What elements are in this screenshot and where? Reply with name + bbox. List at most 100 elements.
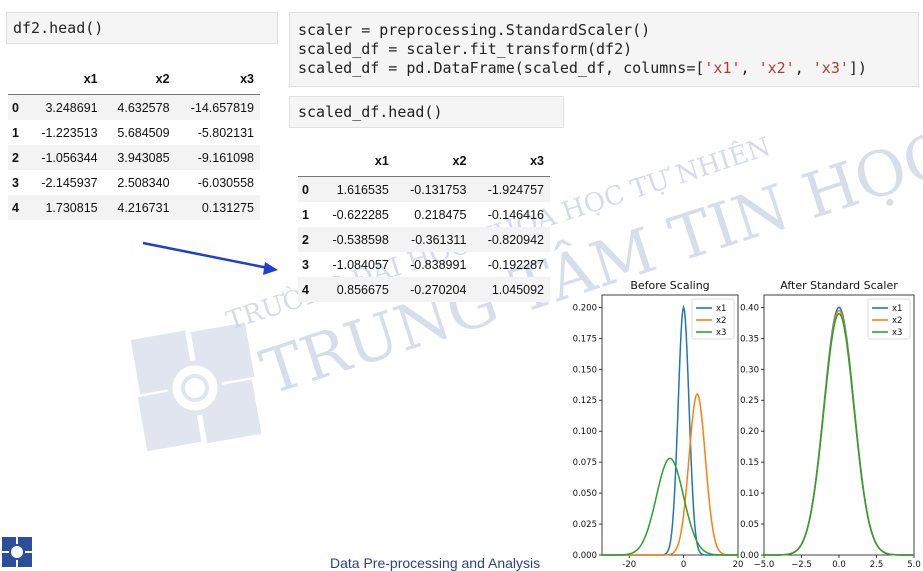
series-line-x2 — [602, 392, 738, 556]
x-tick-label: 0.0 — [832, 560, 846, 569]
table-cell: -0.538598 — [332, 232, 389, 247]
column-header: x1 — [27, 64, 104, 95]
y-tick-label: 0.40 — [740, 303, 759, 313]
table-cell: -1.223513 — [41, 125, 98, 140]
y-tick-label: 0.025 — [573, 520, 597, 530]
y-tick-label: 0.15 — [740, 458, 759, 468]
table-cell: 4.632578 — [117, 100, 170, 115]
y-tick-label: 0.20 — [740, 427, 759, 437]
y-tick-label: 0.05 — [740, 520, 759, 530]
table-row: 4 0.856675 -0.270204 1.045092 — [298, 277, 550, 302]
chart-before-scaling: Before Scaling 0.000 0.025 0.050 0.075 0.100 0… — [573, 279, 744, 569]
code-line: scaled_df = pd.DataFrame(scaled_df, colu… — [298, 59, 867, 77]
legend-label: x2 — [892, 316, 902, 326]
code-line: df2.head() — [13, 19, 104, 37]
legend-label: x3 — [716, 328, 726, 338]
x-tick-label: −5.0 — [754, 560, 775, 569]
series-line-x3 — [602, 457, 738, 556]
series-line-x2 — [764, 309, 914, 556]
row-index: 3 — [12, 175, 19, 190]
table-cell: 3.248691 — [45, 100, 98, 115]
y-tick-label: 0.25 — [740, 396, 759, 406]
index-header — [8, 64, 27, 95]
y-tick-label: 0.150 — [573, 365, 597, 375]
dataframe-original: x1 x2 x3 0 3.248691 4.632578 -14.657819 … — [8, 64, 260, 220]
table-cell: 0.218475 — [414, 207, 467, 222]
code-line: scaled_df.head() — [298, 103, 443, 121]
legend-box — [691, 298, 735, 340]
x-tick-label: 2.5 — [870, 560, 884, 569]
arrow-line — [142, 241, 269, 270]
y-tick-label: 0.125 — [573, 396, 597, 406]
table-cell: 1.045092 — [491, 282, 544, 297]
column-header: x3 — [472, 146, 550, 177]
table-cell: -1.924757 — [487, 182, 544, 197]
table-row: 3 -2.145937 2.508340 -6.030558 — [8, 170, 260, 195]
row-index: 4 — [302, 282, 309, 297]
column-header: x3 — [175, 64, 260, 95]
footer-title: Data Pre-processing and Analysis — [330, 555, 541, 571]
table-row: 4 1.730815 4.216731 0.131275 — [8, 195, 260, 220]
table-cell: 0.131275 — [201, 200, 254, 215]
table-row: 0 1.616535 -0.131753 -1.924757 — [298, 176, 550, 202]
table-cell: 3.943085 — [117, 150, 170, 165]
y-tick-label: 0.35 — [740, 334, 759, 344]
table-cell: 4.216731 — [117, 200, 170, 215]
column-header: x2 — [103, 64, 176, 95]
table-cell: -0.361311 — [411, 232, 467, 247]
institution-logo-icon — [2, 537, 32, 567]
table-cell: -0.192287 — [487, 257, 544, 272]
y-tick-label: 0.075 — [573, 458, 597, 468]
table-header-row: x1 x2 x3 — [8, 64, 260, 95]
table-row: 0 3.248691 4.632578 -14.657819 — [8, 94, 260, 120]
table-cell: -0.270204 — [410, 282, 467, 297]
series-line-x1 — [602, 304, 738, 556]
legend-label: x1 — [716, 304, 726, 314]
code-cell-scaled-head[interactable]: scaled_df.head() — [289, 96, 564, 128]
table-cell: -2.145937 — [41, 175, 98, 190]
arrow-head-icon — [263, 262, 278, 275]
y-tick-label: 0.175 — [573, 334, 597, 344]
x-tick-label: 20 — [733, 560, 744, 569]
legend-label: x2 — [716, 316, 726, 326]
row-index: 1 — [302, 207, 309, 222]
dataframe-scaled: x1 x2 x3 0 1.616535 -0.131753 -1.924757 … — [298, 146, 550, 302]
table-cell: 5.684509 — [117, 125, 170, 140]
table-cell: 1.616535 — [336, 182, 389, 197]
code-cell-head[interactable]: df2.head() — [6, 12, 278, 44]
row-index: 0 — [12, 100, 19, 115]
y-tick-label: 0.200 — [573, 303, 597, 313]
row-index: 1 — [12, 125, 19, 140]
x-tick-label: 0 — [681, 560, 686, 569]
table-header-row: x1 x2 x3 — [298, 146, 550, 177]
column-header: x2 — [394, 146, 473, 177]
table-row: 2 -0.538598 -0.361311 -0.820942 — [298, 227, 550, 252]
table-row: 1 -0.622285 0.218475 -0.146416 — [298, 202, 550, 227]
series-line-x3 — [764, 312, 914, 556]
column-header: x1 — [317, 146, 395, 177]
chart-after-standard-scaler: After Standard Scaler 0.00 0.05 0.10 0.15 0.2… — [740, 279, 921, 569]
chart-title: After Standard Scaler — [780, 279, 898, 292]
table-cell: -9.161098 — [197, 150, 254, 165]
x-tick-label: 5.0 — [907, 560, 921, 569]
table-cell: -0.622285 — [332, 207, 389, 222]
table-cell: -5.802131 — [197, 125, 254, 140]
table-cell: -0.146416 — [487, 207, 544, 222]
legend-label: x3 — [892, 328, 902, 338]
table-cell: -0.131753 — [410, 182, 467, 197]
table-cell: -0.838991 — [410, 257, 467, 272]
index-header — [298, 146, 318, 177]
table-row: 1 -1.223513 5.684509 -5.802131 — [8, 120, 260, 145]
y-tick-label: 0.30 — [740, 365, 759, 375]
row-index: 4 — [12, 200, 19, 215]
table-cell: 2.508340 — [117, 175, 170, 190]
y-tick-label: 0.100 — [573, 427, 597, 437]
series-line-x1 — [764, 306, 914, 556]
table-cell: -1.084057 — [332, 257, 389, 272]
code-line: scaler = preprocessing.StandardScaler() — [298, 21, 651, 39]
legend-label: x1 — [892, 304, 902, 314]
table-cell: -14.657819 — [190, 100, 254, 115]
table-cell: 0.856675 — [336, 282, 389, 297]
y-tick-label: 0.000 — [573, 551, 597, 561]
code-cell-scaler[interactable]: scaler = preprocessing.StandardScaler() … — [289, 12, 919, 87]
